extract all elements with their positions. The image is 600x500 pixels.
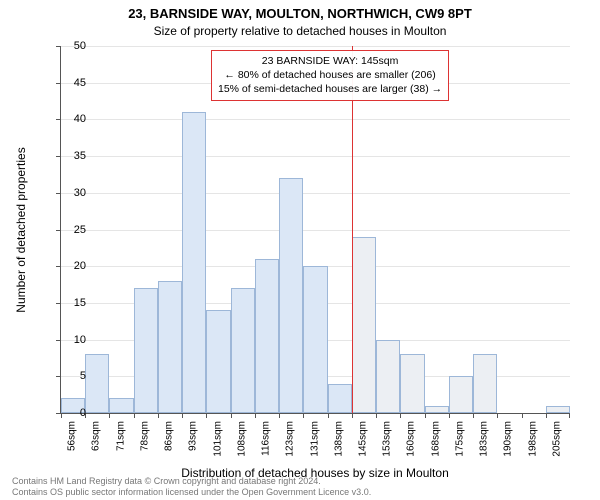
y-tick-label: 30: [46, 187, 86, 199]
y-tick-label: 25: [46, 224, 86, 236]
x-tick-label: 183sqm: [479, 421, 490, 457]
x-tick: [109, 413, 110, 418]
x-tick-label: 108sqm: [236, 421, 247, 457]
histogram-bar: [303, 266, 327, 413]
y-tick-label: 50: [46, 40, 86, 52]
histogram-bar: [134, 288, 158, 413]
footer-line: Contains OS public sector information li…: [12, 487, 371, 498]
histogram-bar: [352, 237, 376, 413]
chart-subtitle: Size of property relative to detached ho…: [0, 24, 600, 38]
footer-attribution: Contains HM Land Registry data © Crown c…: [12, 476, 371, 498]
x-tick: [206, 413, 207, 418]
x-tick: [449, 413, 450, 418]
y-tick-label: 35: [46, 150, 86, 162]
x-tick: [158, 413, 159, 418]
annotation-line: ← 80% of detached houses are smaller (20…: [218, 68, 442, 82]
annotation-line: 23 BARNSIDE WAY: 145sqm: [218, 54, 442, 68]
histogram-bar: [400, 354, 424, 413]
x-tick-label: 116sqm: [261, 421, 272, 456]
histogram-bar: [473, 354, 497, 413]
x-tick: [328, 413, 329, 418]
histogram-bar: [85, 354, 109, 413]
x-tick: [134, 413, 135, 418]
x-tick: [522, 413, 523, 418]
x-tick-label: 123sqm: [285, 421, 296, 457]
x-tick: [497, 413, 498, 418]
histogram-bar: [449, 376, 473, 413]
y-axis-label: Number of detached properties: [14, 46, 28, 414]
x-tick-label: 93sqm: [188, 421, 199, 451]
grid-line: [61, 119, 570, 120]
annotation-line: 15% of semi-detached houses are larger (…: [218, 82, 442, 96]
x-tick: [400, 413, 401, 418]
histogram-bar: [231, 288, 255, 413]
grid-line: [61, 156, 570, 157]
x-tick-label: 71sqm: [115, 421, 126, 451]
x-tick-label: 145sqm: [357, 421, 368, 457]
histogram-bar: [255, 259, 279, 413]
plot-area: 23 BARNSIDE WAY: 145sqm← 80% of detached…: [60, 46, 570, 414]
x-tick: [279, 413, 280, 418]
histogram-bar: [279, 178, 303, 413]
x-tick: [569, 413, 570, 418]
x-tick-label: 190sqm: [503, 421, 514, 457]
y-tick-label: 40: [46, 113, 86, 125]
x-tick-label: 205sqm: [551, 421, 562, 457]
x-tick: [425, 413, 426, 418]
grid-line: [61, 230, 570, 231]
x-tick: [376, 413, 377, 418]
histogram-bar: [328, 384, 352, 413]
x-tick-label: 160sqm: [406, 421, 417, 457]
x-tick: [255, 413, 256, 418]
x-tick: [303, 413, 304, 418]
x-tick-label: 78sqm: [139, 421, 150, 451]
y-tick-label: 20: [46, 260, 86, 272]
x-tick: [231, 413, 232, 418]
x-tick-label: 131sqm: [309, 421, 320, 457]
y-tick-label: 0: [46, 407, 86, 419]
reference-line: [352, 46, 353, 413]
annotation-box: 23 BARNSIDE WAY: 145sqm← 80% of detached…: [211, 50, 449, 101]
histogram-bar: [546, 406, 570, 413]
x-tick-label: 175sqm: [454, 421, 465, 457]
x-tick: [546, 413, 547, 418]
footer-line: Contains HM Land Registry data © Crown c…: [12, 476, 371, 487]
y-tick-label: 15: [46, 297, 86, 309]
x-tick-label: 168sqm: [430, 421, 441, 457]
y-tick-label: 10: [46, 334, 86, 346]
x-tick-label: 63sqm: [91, 421, 102, 451]
histogram-bar: [109, 398, 133, 413]
x-tick-label: 138sqm: [333, 421, 344, 457]
grid-line: [61, 193, 570, 194]
chart-container: 23, BARNSIDE WAY, MOULTON, NORTHWICH, CW…: [0, 0, 600, 500]
histogram-bar: [182, 112, 206, 413]
y-tick-label: 5: [46, 370, 86, 382]
histogram-bar: [158, 281, 182, 413]
x-tick-label: 56sqm: [67, 421, 78, 451]
y-tick-label: 45: [46, 77, 86, 89]
x-tick: [182, 413, 183, 418]
grid-line: [61, 46, 570, 47]
chart-title: 23, BARNSIDE WAY, MOULTON, NORTHWICH, CW…: [0, 6, 600, 21]
x-tick-label: 198sqm: [527, 421, 538, 457]
histogram-bar: [425, 406, 449, 413]
x-tick-label: 86sqm: [164, 421, 175, 451]
x-tick-label: 101sqm: [212, 421, 223, 457]
x-tick: [473, 413, 474, 418]
histogram-bar: [376, 340, 400, 413]
x-tick-label: 153sqm: [382, 421, 393, 457]
histogram-bar: [206, 310, 230, 413]
x-tick: [352, 413, 353, 418]
